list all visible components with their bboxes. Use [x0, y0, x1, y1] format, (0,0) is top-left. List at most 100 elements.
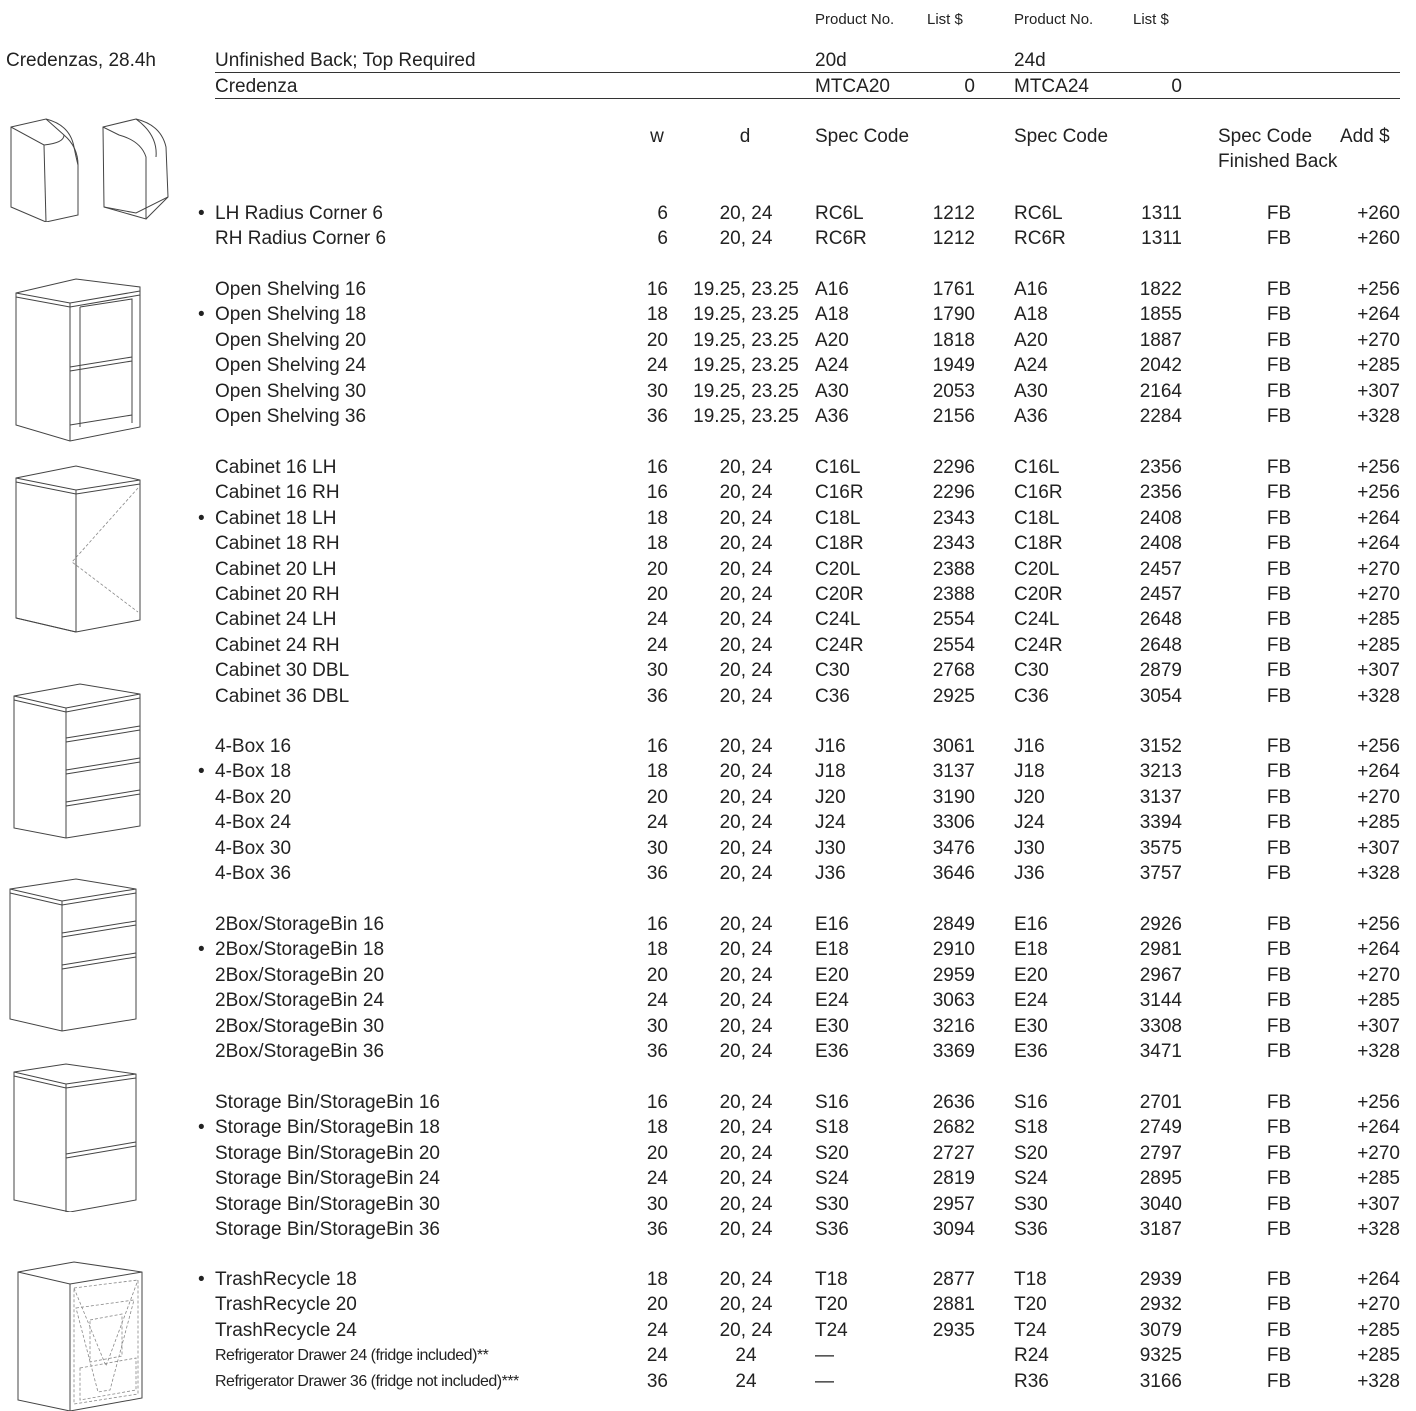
- cell-finished-back: FB: [1266, 812, 1292, 834]
- cell-product-name: Open Shelving 36: [215, 406, 367, 427]
- cell-depth: 20, 24: [719, 914, 773, 935]
- cell-width: 20: [646, 584, 668, 605]
- cell-spec-code-24: C18L: [1014, 507, 1060, 529]
- cell-product-name: Cabinet 24 LH: [215, 609, 337, 631]
- base-row-product-20: MTCA20: [815, 76, 890, 97]
- cell-list-price-20: 2682: [932, 1117, 975, 1139]
- cell-list-price-20: 2388: [932, 584, 975, 605]
- cell-spec-code-24: J18: [1014, 761, 1045, 783]
- cell-finished-back: FB: [1266, 584, 1292, 605]
- cell-spec-code-24: A16: [1014, 279, 1048, 300]
- cell-finished-back: FB: [1266, 863, 1292, 884]
- cell-spec-code-24: A20: [1014, 329, 1048, 351]
- cell-list-price-24: 2879: [1139, 660, 1182, 682]
- cell-finished-back: FB: [1266, 1142, 1292, 1164]
- cell-spec-code-20: E24: [815, 990, 849, 1012]
- cell-width: 30: [646, 660, 668, 682]
- cell-width: 36: [646, 406, 668, 427]
- cell-depth: 20, 24: [719, 1041, 773, 1062]
- cell-product-name: Cabinet 18 RH: [215, 533, 340, 555]
- cell-depth: 20, 24: [719, 482, 773, 504]
- cell-width: 6: [657, 203, 668, 224]
- cell-spec-code-24: S16: [1014, 1092, 1048, 1113]
- cell-list-price-20: 2910: [932, 939, 975, 961]
- cell-list-price-24: 3394: [1139, 812, 1182, 834]
- cell-spec-code-20: E16: [815, 914, 849, 935]
- cell-product-name: 4-Box 20: [215, 786, 292, 808]
- cell-width: 30: [646, 1015, 668, 1037]
- cell-product-name: Cabinet 18 LH: [215, 507, 337, 529]
- cell-width: 16: [646, 914, 668, 935]
- cell-list-price-20: 2727: [932, 1142, 975, 1164]
- cell-list-price-20: 2877: [932, 1269, 975, 1290]
- cell-spec-code-20: C36: [815, 685, 850, 707]
- cell-width: 16: [646, 279, 668, 300]
- cell-finished-back: FB: [1266, 203, 1292, 224]
- cell-width: 30: [646, 380, 668, 402]
- cell-product-name: Storage Bin/StorageBin 30: [215, 1193, 440, 1215]
- cell-list-price-20: 1818: [932, 329, 975, 351]
- cell-depth: 20, 24: [719, 1294, 773, 1316]
- cell-depth: 20, 24: [719, 1117, 773, 1139]
- cell-spec-code-24: J24: [1014, 812, 1045, 834]
- cell-spec-code-24: C36: [1014, 685, 1049, 707]
- cell-width: 20: [646, 558, 668, 580]
- cell-list-price-20: 2768: [932, 660, 975, 682]
- cell-spec-code-24: C16R: [1014, 482, 1063, 504]
- cell-depth: 20, 24: [719, 203, 773, 224]
- cell-add-price: +256: [1357, 736, 1400, 757]
- cell-spec-code-20: S30: [815, 1193, 849, 1215]
- cell-finished-back: FB: [1266, 1269, 1292, 1290]
- cell-depth: 24: [735, 1345, 757, 1367]
- cell-list-price-24: 3054: [1139, 685, 1182, 707]
- cell-finished-back: FB: [1266, 406, 1292, 427]
- cell-width: 20: [646, 786, 668, 808]
- cell-add-price: +264: [1357, 1269, 1400, 1290]
- cell-list-price-20: 3094: [932, 1219, 975, 1240]
- cell-list-price-20: 3061: [932, 736, 975, 757]
- cell-finished-back: FB: [1266, 1041, 1292, 1062]
- cell-product-name: Storage Bin/StorageBin 16: [215, 1092, 440, 1113]
- cell-spec-code-24: J16: [1014, 736, 1045, 757]
- cell-finished-back: FB: [1266, 1168, 1292, 1190]
- cell-depth: 19.25, 23.25: [693, 406, 799, 427]
- cell-depth: 19.25, 23.25: [693, 304, 799, 326]
- header-list-20: List $: [927, 11, 963, 28]
- cell-finished-back: FB: [1266, 939, 1292, 961]
- cell-depth: 20, 24: [719, 1193, 773, 1215]
- cell-list-price-20: 1761: [932, 279, 975, 300]
- cell-spec-code-20: C20R: [815, 584, 864, 605]
- base-row-label: Credenza: [215, 76, 298, 97]
- cell-spec-code-24: R36: [1014, 1370, 1049, 1392]
- divider-line: [215, 98, 1400, 99]
- cell-add-price: +270: [1357, 584, 1400, 605]
- cell-width: 16: [646, 457, 668, 478]
- header-list-24: List $: [1133, 11, 1169, 28]
- cell-spec-code-20: S18: [815, 1117, 849, 1139]
- cell-list-price-20: 2554: [932, 609, 975, 631]
- cell-product-name: 2Box/StorageBin 24: [215, 990, 385, 1012]
- cell-product-name: Open Shelving 24: [215, 355, 367, 377]
- cell-list-price-24: 3152: [1139, 736, 1182, 757]
- cell-list-price-24: 3137: [1139, 786, 1182, 808]
- cell-finished-back: FB: [1266, 279, 1292, 300]
- cell-list-price-24: 2926: [1139, 914, 1182, 935]
- cell-list-price-24: 2284: [1139, 406, 1182, 427]
- cell-list-price-24: 2749: [1139, 1117, 1182, 1139]
- cell-product-name: LH Radius Corner 6: [215, 203, 383, 224]
- four-box-drawer-icon: [10, 680, 145, 840]
- cell-spec-code-20: E30: [815, 1015, 849, 1037]
- cell-list-price-24: 2939: [1139, 1269, 1182, 1290]
- cell-depth: 20, 24: [719, 964, 773, 986]
- cell-depth: 19.25, 23.25: [693, 279, 799, 300]
- col-header-finished-back: Finished Back: [1218, 151, 1338, 172]
- cell-width: 24: [646, 634, 668, 656]
- cell-depth: 20, 24: [719, 1168, 773, 1190]
- base-row-list-24: 0: [1171, 76, 1182, 97]
- cell-add-price: +307: [1357, 660, 1400, 682]
- cell-depth: 20, 24: [719, 736, 773, 757]
- cell-product-name: Cabinet 20 LH: [215, 558, 337, 580]
- cell-add-price: +270: [1357, 558, 1400, 580]
- cell-add-price: +256: [1357, 1092, 1400, 1113]
- cell-add-price: +307: [1357, 380, 1400, 402]
